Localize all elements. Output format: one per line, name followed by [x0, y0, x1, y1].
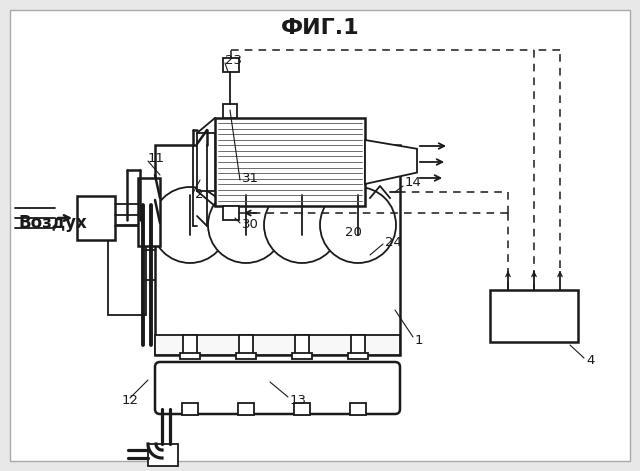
Bar — [138, 178, 160, 246]
Bar — [490, 290, 578, 342]
Bar — [108, 225, 146, 315]
Bar — [183, 335, 197, 357]
Text: 4: 4 — [586, 354, 595, 366]
Bar — [238, 403, 254, 415]
Bar — [223, 58, 239, 72]
Bar — [348, 353, 368, 359]
Text: 31: 31 — [242, 171, 259, 185]
Polygon shape — [365, 140, 417, 184]
Bar — [77, 196, 115, 240]
Bar — [180, 353, 200, 359]
Text: 2: 2 — [195, 188, 204, 202]
Text: 1: 1 — [415, 333, 424, 347]
Text: 14: 14 — [405, 177, 422, 189]
Bar — [223, 104, 237, 118]
Bar — [294, 403, 310, 415]
Bar — [292, 353, 312, 359]
Circle shape — [152, 187, 228, 263]
Bar — [239, 335, 253, 357]
Circle shape — [208, 187, 284, 263]
Bar — [351, 335, 365, 357]
Text: 24: 24 — [385, 236, 402, 249]
Bar — [215, 118, 365, 206]
Bar — [182, 403, 198, 415]
Text: 13: 13 — [290, 393, 307, 406]
Text: 23: 23 — [225, 54, 242, 66]
Text: Воздух: Воздух — [18, 214, 87, 232]
FancyBboxPatch shape — [155, 362, 400, 414]
Bar — [350, 403, 366, 415]
Bar — [295, 335, 309, 357]
Bar — [197, 133, 215, 191]
Bar — [236, 353, 256, 359]
Text: 11: 11 — [148, 152, 165, 164]
Bar — [148, 444, 178, 466]
Bar — [223, 206, 239, 220]
Bar — [155, 145, 400, 355]
Bar — [155, 335, 400, 355]
Text: 30: 30 — [242, 219, 259, 232]
Circle shape — [264, 187, 340, 263]
Text: 20: 20 — [345, 226, 362, 238]
Circle shape — [320, 187, 396, 263]
Text: 12: 12 — [122, 393, 139, 406]
Text: ФИГ.1: ФИГ.1 — [281, 18, 359, 38]
